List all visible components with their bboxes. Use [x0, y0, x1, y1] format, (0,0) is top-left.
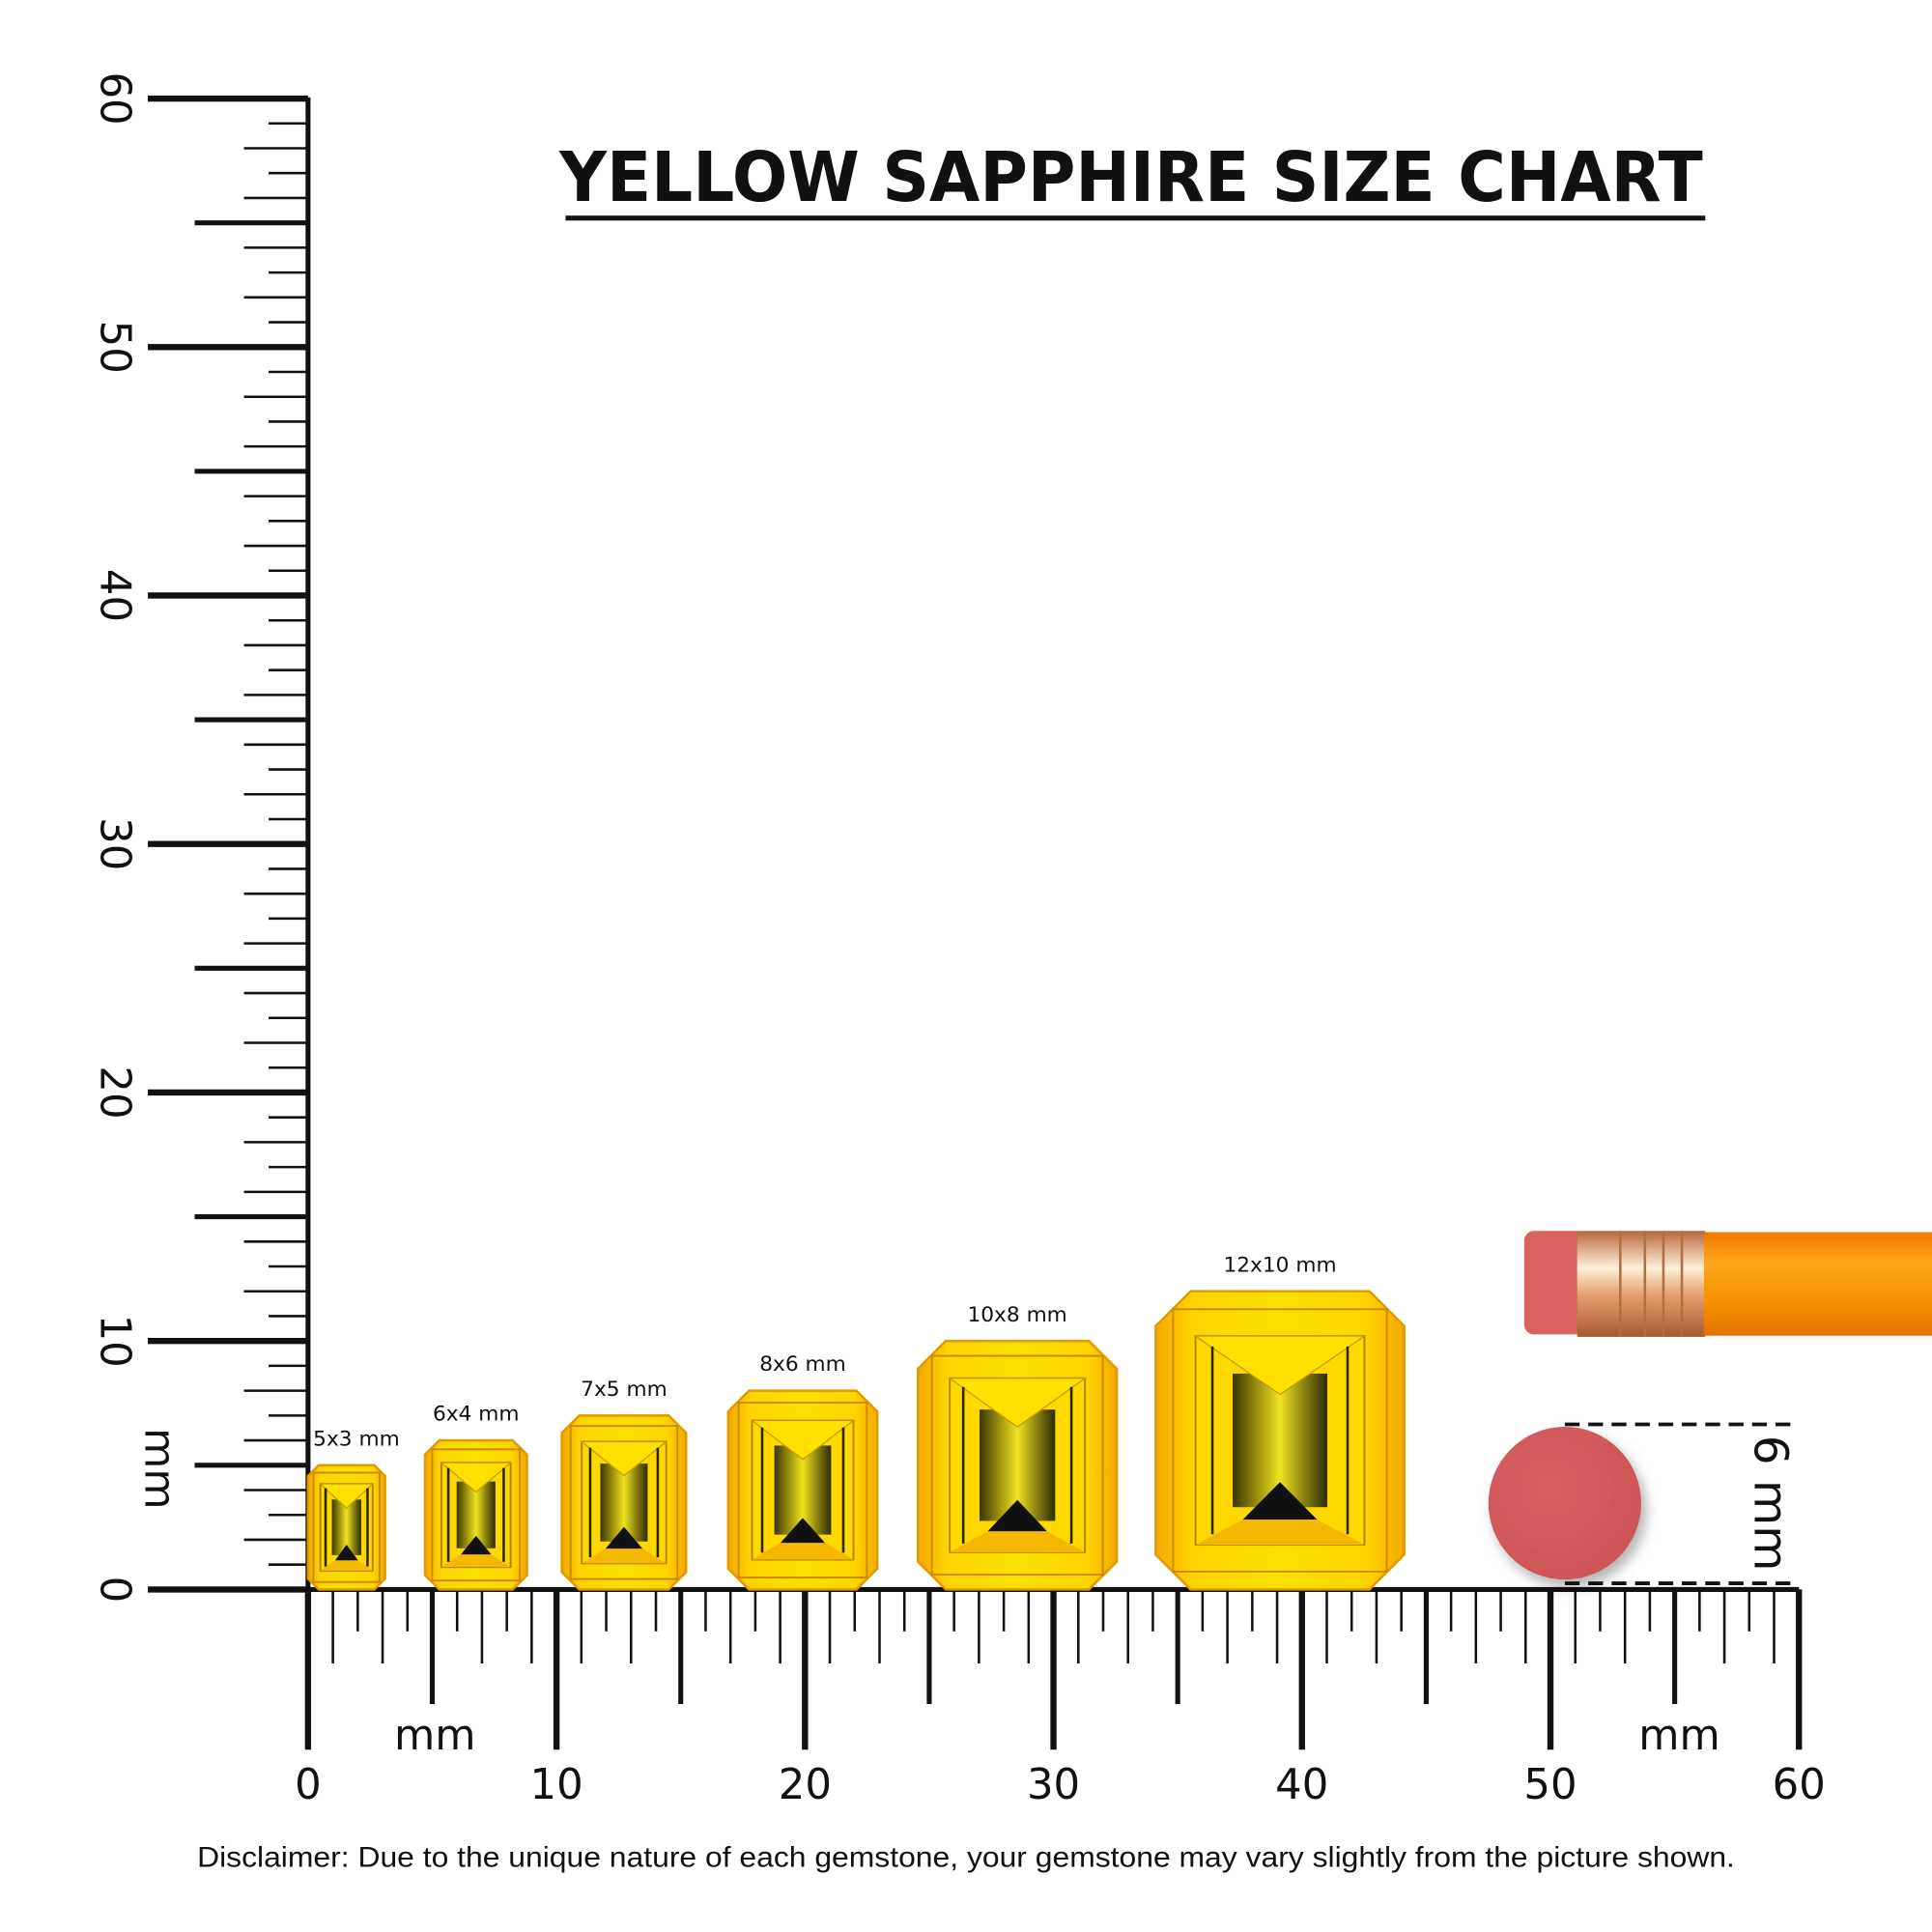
- gem-size-label: 12x10 mm: [1223, 1253, 1336, 1277]
- vertical-tick-label: 10: [91, 1315, 139, 1368]
- vertical-tick-label: 50: [91, 321, 139, 374]
- horizontal-tick-label: 20: [779, 1761, 832, 1809]
- vertical-tick-label: 40: [91, 569, 139, 622]
- pencil-ferrule: [1577, 1231, 1706, 1337]
- gem-12x10mm: 12x10 mm: [1154, 1253, 1406, 1591]
- horizontal-tick-label: 30: [1027, 1761, 1080, 1809]
- reference-size-label: 6 mm: [1743, 1435, 1797, 1572]
- vertical-tick-label: 30: [91, 817, 139, 870]
- gem-8x6mm: 8x6 mm: [726, 1352, 879, 1591]
- horizontal-unit-label-left: mm: [394, 1712, 475, 1760]
- gem-10x8mm: 10x8 mm: [916, 1303, 1119, 1591]
- gem-6x4mm: 6x4 mm: [423, 1403, 528, 1591]
- vertical-ruler: 0 10 20 30 40 50 60: [91, 71, 311, 1604]
- horizontal-ruler: 0 10 20 30 40 50 60: [295, 1586, 1826, 1809]
- horizontal-tick-label: 10: [530, 1761, 583, 1809]
- horizontal-tick-label: 50: [1523, 1761, 1577, 1809]
- vertical-unit-label: mm: [135, 1428, 184, 1509]
- pencil: [1523, 1231, 1932, 1337]
- gem-size-label: 10x8 mm: [967, 1303, 1066, 1327]
- vertical-tick-label: 20: [91, 1065, 139, 1119]
- eraser-reference: 6 mm: [1488, 1422, 1800, 1585]
- gem-size-label: 7x5 mm: [581, 1378, 668, 1402]
- vertical-tick-label: 60: [91, 71, 139, 125]
- horizontal-tick-label: 60: [1773, 1761, 1826, 1809]
- horizontal-unit-label-right: mm: [1638, 1712, 1719, 1760]
- title-underline: [565, 215, 1706, 221]
- gem-size-label: 8x6 mm: [759, 1352, 846, 1377]
- gem-group: 5x3 mm 6x4 mm 7x5 mm 8x6 mm 10x8 mm 12x10 mm: [306, 1253, 1406, 1591]
- gem-7x5mm: 7x5 mm: [560, 1378, 688, 1591]
- disclaimer: Disclaimer: Due to the unique nature of …: [197, 1841, 1735, 1873]
- gem-5x3mm: 5x3 mm: [306, 1427, 400, 1591]
- horizontal-tick-label: 0: [295, 1761, 322, 1809]
- gem-size-label: 6x4 mm: [433, 1403, 520, 1427]
- gem-size-label: 5x3 mm: [313, 1427, 400, 1451]
- vertical-tick-label: 0: [91, 1577, 139, 1604]
- eraser-dot: [1488, 1427, 1641, 1580]
- chart-title: YELLOW SAPPHIRE SIZE CHART: [558, 137, 1703, 217]
- pencil-body: [1704, 1232, 1932, 1336]
- horizontal-tick-label: 40: [1275, 1761, 1328, 1809]
- pencil-eraser: [1523, 1231, 1586, 1335]
